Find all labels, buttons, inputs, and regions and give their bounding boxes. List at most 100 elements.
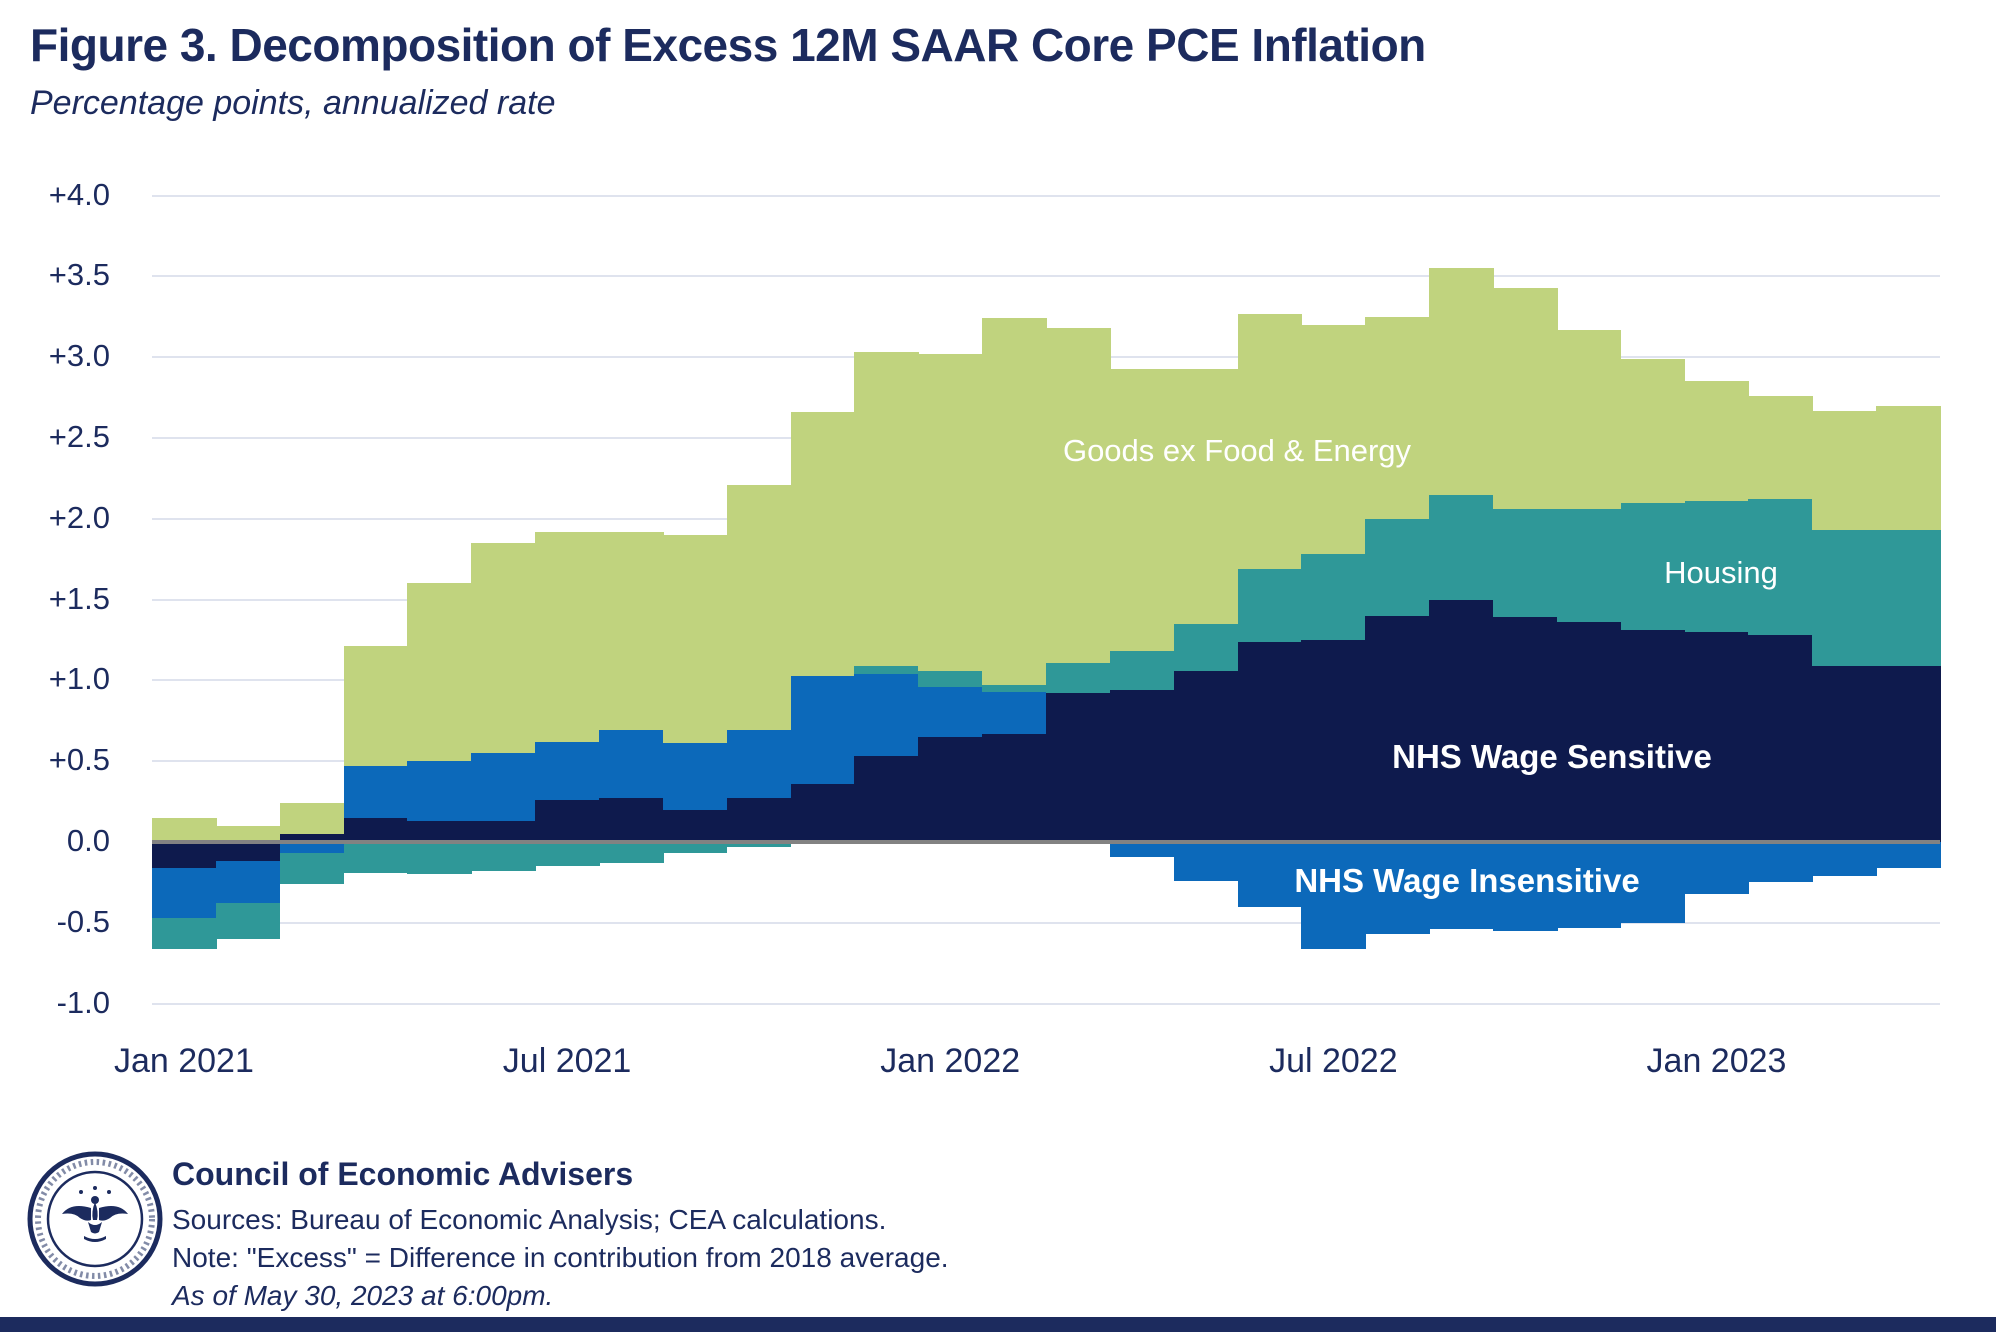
bar-segment xyxy=(1237,313,1303,569)
bar-segment xyxy=(726,730,792,799)
bar-segment xyxy=(854,352,919,666)
x-axis-tick-label: Jul 2021 xyxy=(502,1042,632,1080)
bar-segment xyxy=(662,809,728,842)
bar-segment xyxy=(599,531,664,731)
bar-segment xyxy=(790,783,856,842)
bar-segment xyxy=(1493,617,1558,842)
bar-segment xyxy=(1173,842,1239,881)
bar-segment xyxy=(1684,631,1750,842)
bar-segment xyxy=(535,799,600,842)
y-axis-tick-label: +4.0 xyxy=(48,176,110,212)
bar-segment xyxy=(726,484,792,731)
bar-segment xyxy=(1046,328,1111,663)
bar-segment xyxy=(407,761,472,821)
bar-segment xyxy=(1173,623,1239,671)
bar-segment xyxy=(1365,316,1430,519)
bar-segment xyxy=(215,903,281,939)
y-axis-tick-label: -1.0 xyxy=(56,984,110,1020)
cea-seal-icon xyxy=(27,1151,163,1287)
bar-segment xyxy=(1365,615,1430,842)
gridline xyxy=(152,1002,1940,1005)
bar-segment xyxy=(1237,568,1303,642)
bar-segment xyxy=(471,543,536,754)
bar-segment xyxy=(1429,599,1494,842)
bar-segment xyxy=(471,753,536,821)
bar-segment xyxy=(1748,635,1813,842)
bar-segment xyxy=(1684,501,1750,632)
series-label: Goods ex Food & Energy xyxy=(1062,433,1412,468)
bar-segment xyxy=(1812,842,1877,876)
series-label: NHS Wage Sensitive xyxy=(1392,738,1712,775)
x-axis-tick-label: Jan 2023 xyxy=(1646,1042,1787,1080)
bar-segment xyxy=(1365,842,1430,935)
bar-segment xyxy=(918,670,983,687)
bar-segment xyxy=(1493,842,1558,931)
bar-segment xyxy=(599,730,664,799)
bar-segment xyxy=(343,766,409,818)
x-axis-tick-label: Jul 2022 xyxy=(1269,1042,1398,1080)
bar-segment xyxy=(535,741,600,800)
bar-segment xyxy=(918,736,983,842)
bottom-accent-bar xyxy=(0,1317,1996,1332)
bar-segment xyxy=(343,646,409,767)
bar-segment xyxy=(662,743,728,810)
bar-segment xyxy=(471,842,536,872)
bar-segment xyxy=(1493,509,1558,618)
bar-segment xyxy=(152,917,217,949)
bar-segment xyxy=(662,842,728,854)
bar-segment xyxy=(662,534,728,744)
bar-segment xyxy=(1493,287,1558,510)
bar-segment xyxy=(1620,502,1686,631)
bar-segment xyxy=(1812,530,1877,666)
bar-segment xyxy=(407,583,472,762)
bar-segment xyxy=(279,833,345,842)
bar-segment xyxy=(1301,554,1366,640)
bar-segment xyxy=(215,861,281,904)
y-axis-tick-label: +2.5 xyxy=(48,419,110,454)
bar-segment xyxy=(1620,630,1686,842)
gridline xyxy=(152,275,1940,278)
bar-segment xyxy=(1556,509,1622,623)
y-axis-tick-label: +2.0 xyxy=(48,499,110,535)
bar-segment xyxy=(854,756,919,842)
bar-segment xyxy=(1301,640,1366,842)
bar-segment xyxy=(1812,410,1877,531)
bar-segment xyxy=(1109,690,1175,842)
y-axis-tick-label: -0.5 xyxy=(56,903,110,939)
bar-segment xyxy=(343,817,409,842)
bar-segment xyxy=(407,842,472,875)
bar-segment xyxy=(854,665,919,674)
bar-segment xyxy=(152,842,217,868)
bar-segment xyxy=(1173,670,1239,842)
bar-segment xyxy=(1556,622,1622,842)
bar-segment xyxy=(918,353,983,671)
bar-segment xyxy=(152,867,217,918)
eagle-emblem xyxy=(62,1186,128,1242)
bar-segment xyxy=(535,842,600,867)
bar-segment xyxy=(1109,368,1175,652)
series-label: NHS Wage Insensitive xyxy=(1294,862,1640,899)
zero-axis-line xyxy=(152,840,1940,844)
bar-segment xyxy=(1876,665,1941,842)
bar-segment xyxy=(1620,358,1686,503)
bar-segment xyxy=(1876,405,1941,531)
bar-segment xyxy=(1173,368,1239,624)
footer-organization: Council of Economic Advisers xyxy=(172,1156,634,1192)
bar-segment xyxy=(1876,530,1941,666)
bar-segment xyxy=(279,803,345,834)
y-axis-tick-label: +3.0 xyxy=(48,338,110,374)
bar-segment xyxy=(599,798,664,842)
bar-segment xyxy=(1429,268,1494,495)
y-axis-tick-label: 0.0 xyxy=(66,823,110,858)
bar-segment xyxy=(1684,381,1750,502)
bar-segment xyxy=(215,842,281,862)
bar-segment xyxy=(1237,842,1303,907)
figure-subtitle: Percentage points, annualized rate xyxy=(30,84,556,122)
bar-segment xyxy=(1556,842,1622,928)
figure-title: Figure 3. Decomposition of Excess 12M SA… xyxy=(30,19,1426,71)
bar-segment xyxy=(790,412,856,676)
bar-segment xyxy=(854,673,919,757)
x-axis-tick-label: Jan 2022 xyxy=(880,1042,1021,1080)
bar-segment xyxy=(1748,499,1813,636)
